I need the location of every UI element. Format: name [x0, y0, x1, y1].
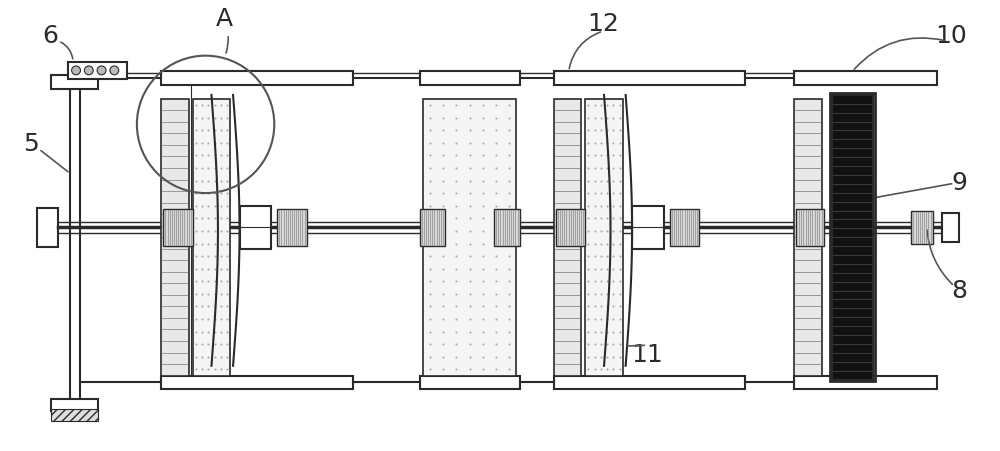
Bar: [794, 99, 822, 376]
Bar: [632, 206, 664, 249]
Bar: [277, 209, 307, 246]
Bar: [163, 209, 193, 246]
Bar: [51, 399, 98, 411]
Circle shape: [110, 66, 119, 75]
Text: 9: 9: [951, 171, 967, 195]
Bar: [554, 376, 745, 389]
Bar: [51, 75, 98, 89]
Bar: [423, 99, 516, 376]
Bar: [832, 95, 873, 380]
Bar: [68, 61, 127, 79]
Bar: [240, 206, 271, 249]
Bar: [161, 376, 353, 389]
Bar: [794, 71, 937, 85]
Circle shape: [72, 66, 80, 75]
Bar: [161, 71, 353, 85]
Bar: [911, 211, 933, 244]
Bar: [556, 209, 585, 246]
Bar: [830, 93, 875, 382]
Bar: [51, 409, 98, 421]
Bar: [161, 99, 189, 376]
Bar: [420, 376, 520, 389]
Bar: [37, 208, 58, 247]
Bar: [70, 85, 80, 401]
Bar: [554, 99, 581, 376]
Bar: [794, 376, 937, 389]
Text: 10: 10: [936, 24, 967, 48]
Bar: [420, 71, 520, 85]
Text: 5: 5: [23, 132, 39, 156]
Bar: [494, 209, 520, 246]
Bar: [942, 213, 959, 242]
Bar: [796, 209, 824, 246]
Text: 11: 11: [631, 343, 663, 367]
Bar: [554, 71, 745, 85]
Text: 12: 12: [587, 12, 619, 36]
Text: A: A: [215, 7, 233, 53]
Text: 6: 6: [43, 24, 59, 48]
Bar: [670, 209, 699, 246]
Bar: [585, 99, 623, 376]
Circle shape: [84, 66, 93, 75]
Circle shape: [97, 66, 106, 75]
Bar: [193, 99, 230, 376]
Text: 8: 8: [951, 279, 967, 303]
Bar: [420, 209, 445, 246]
